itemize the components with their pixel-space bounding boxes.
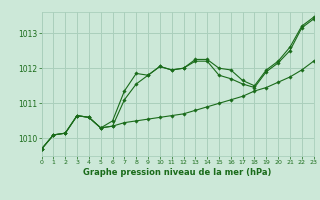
X-axis label: Graphe pression niveau de la mer (hPa): Graphe pression niveau de la mer (hPa)	[84, 168, 272, 177]
